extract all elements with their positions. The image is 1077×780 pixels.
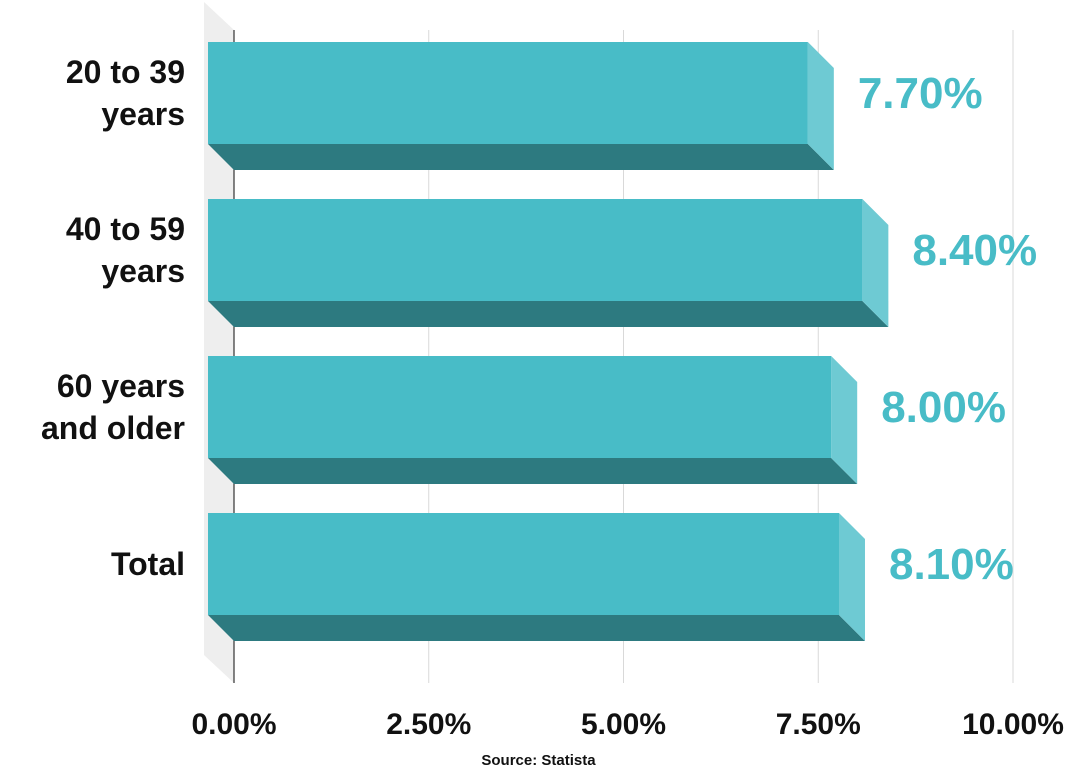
bar-side-face (831, 356, 858, 484)
chart-wall (204, 2, 234, 683)
bar (208, 513, 839, 615)
data-label: 8.00% (881, 383, 1006, 432)
bar (208, 42, 808, 144)
bar-bottom-face (208, 144, 834, 170)
bar (208, 356, 832, 458)
category-label: years (101, 253, 185, 289)
source-note: Source: Statista (481, 752, 596, 769)
category-label: 60 years (57, 368, 185, 404)
category-label: and older (41, 410, 185, 446)
bar-bottom-face (208, 615, 865, 641)
bar-side-face (862, 199, 889, 327)
x-tick-label: 0.00% (191, 708, 276, 741)
bar (208, 199, 863, 301)
data-label: 7.70% (858, 69, 983, 118)
bar-bottom-face (208, 458, 858, 484)
bar-chart: 7.70% 20 to 39 years 8.40% 40 to 59 years 8.00… (41, 2, 1064, 741)
data-label: 8.10% (889, 540, 1014, 589)
x-tick-label: 5.00% (581, 708, 666, 741)
category-label: 40 to 59 (66, 211, 185, 247)
bar-bottom-face (208, 301, 889, 327)
x-tick-label: 2.50% (386, 708, 471, 741)
x-tick-label: 7.50% (776, 708, 861, 741)
bar-side-face (838, 513, 865, 641)
x-tick-label: 10.00% (962, 708, 1064, 741)
bar-side-face (807, 42, 834, 170)
data-label: 8.40% (912, 226, 1037, 275)
category-label: years (101, 96, 185, 132)
category-label: Total (111, 546, 185, 582)
category-label: 20 to 39 (66, 54, 185, 90)
